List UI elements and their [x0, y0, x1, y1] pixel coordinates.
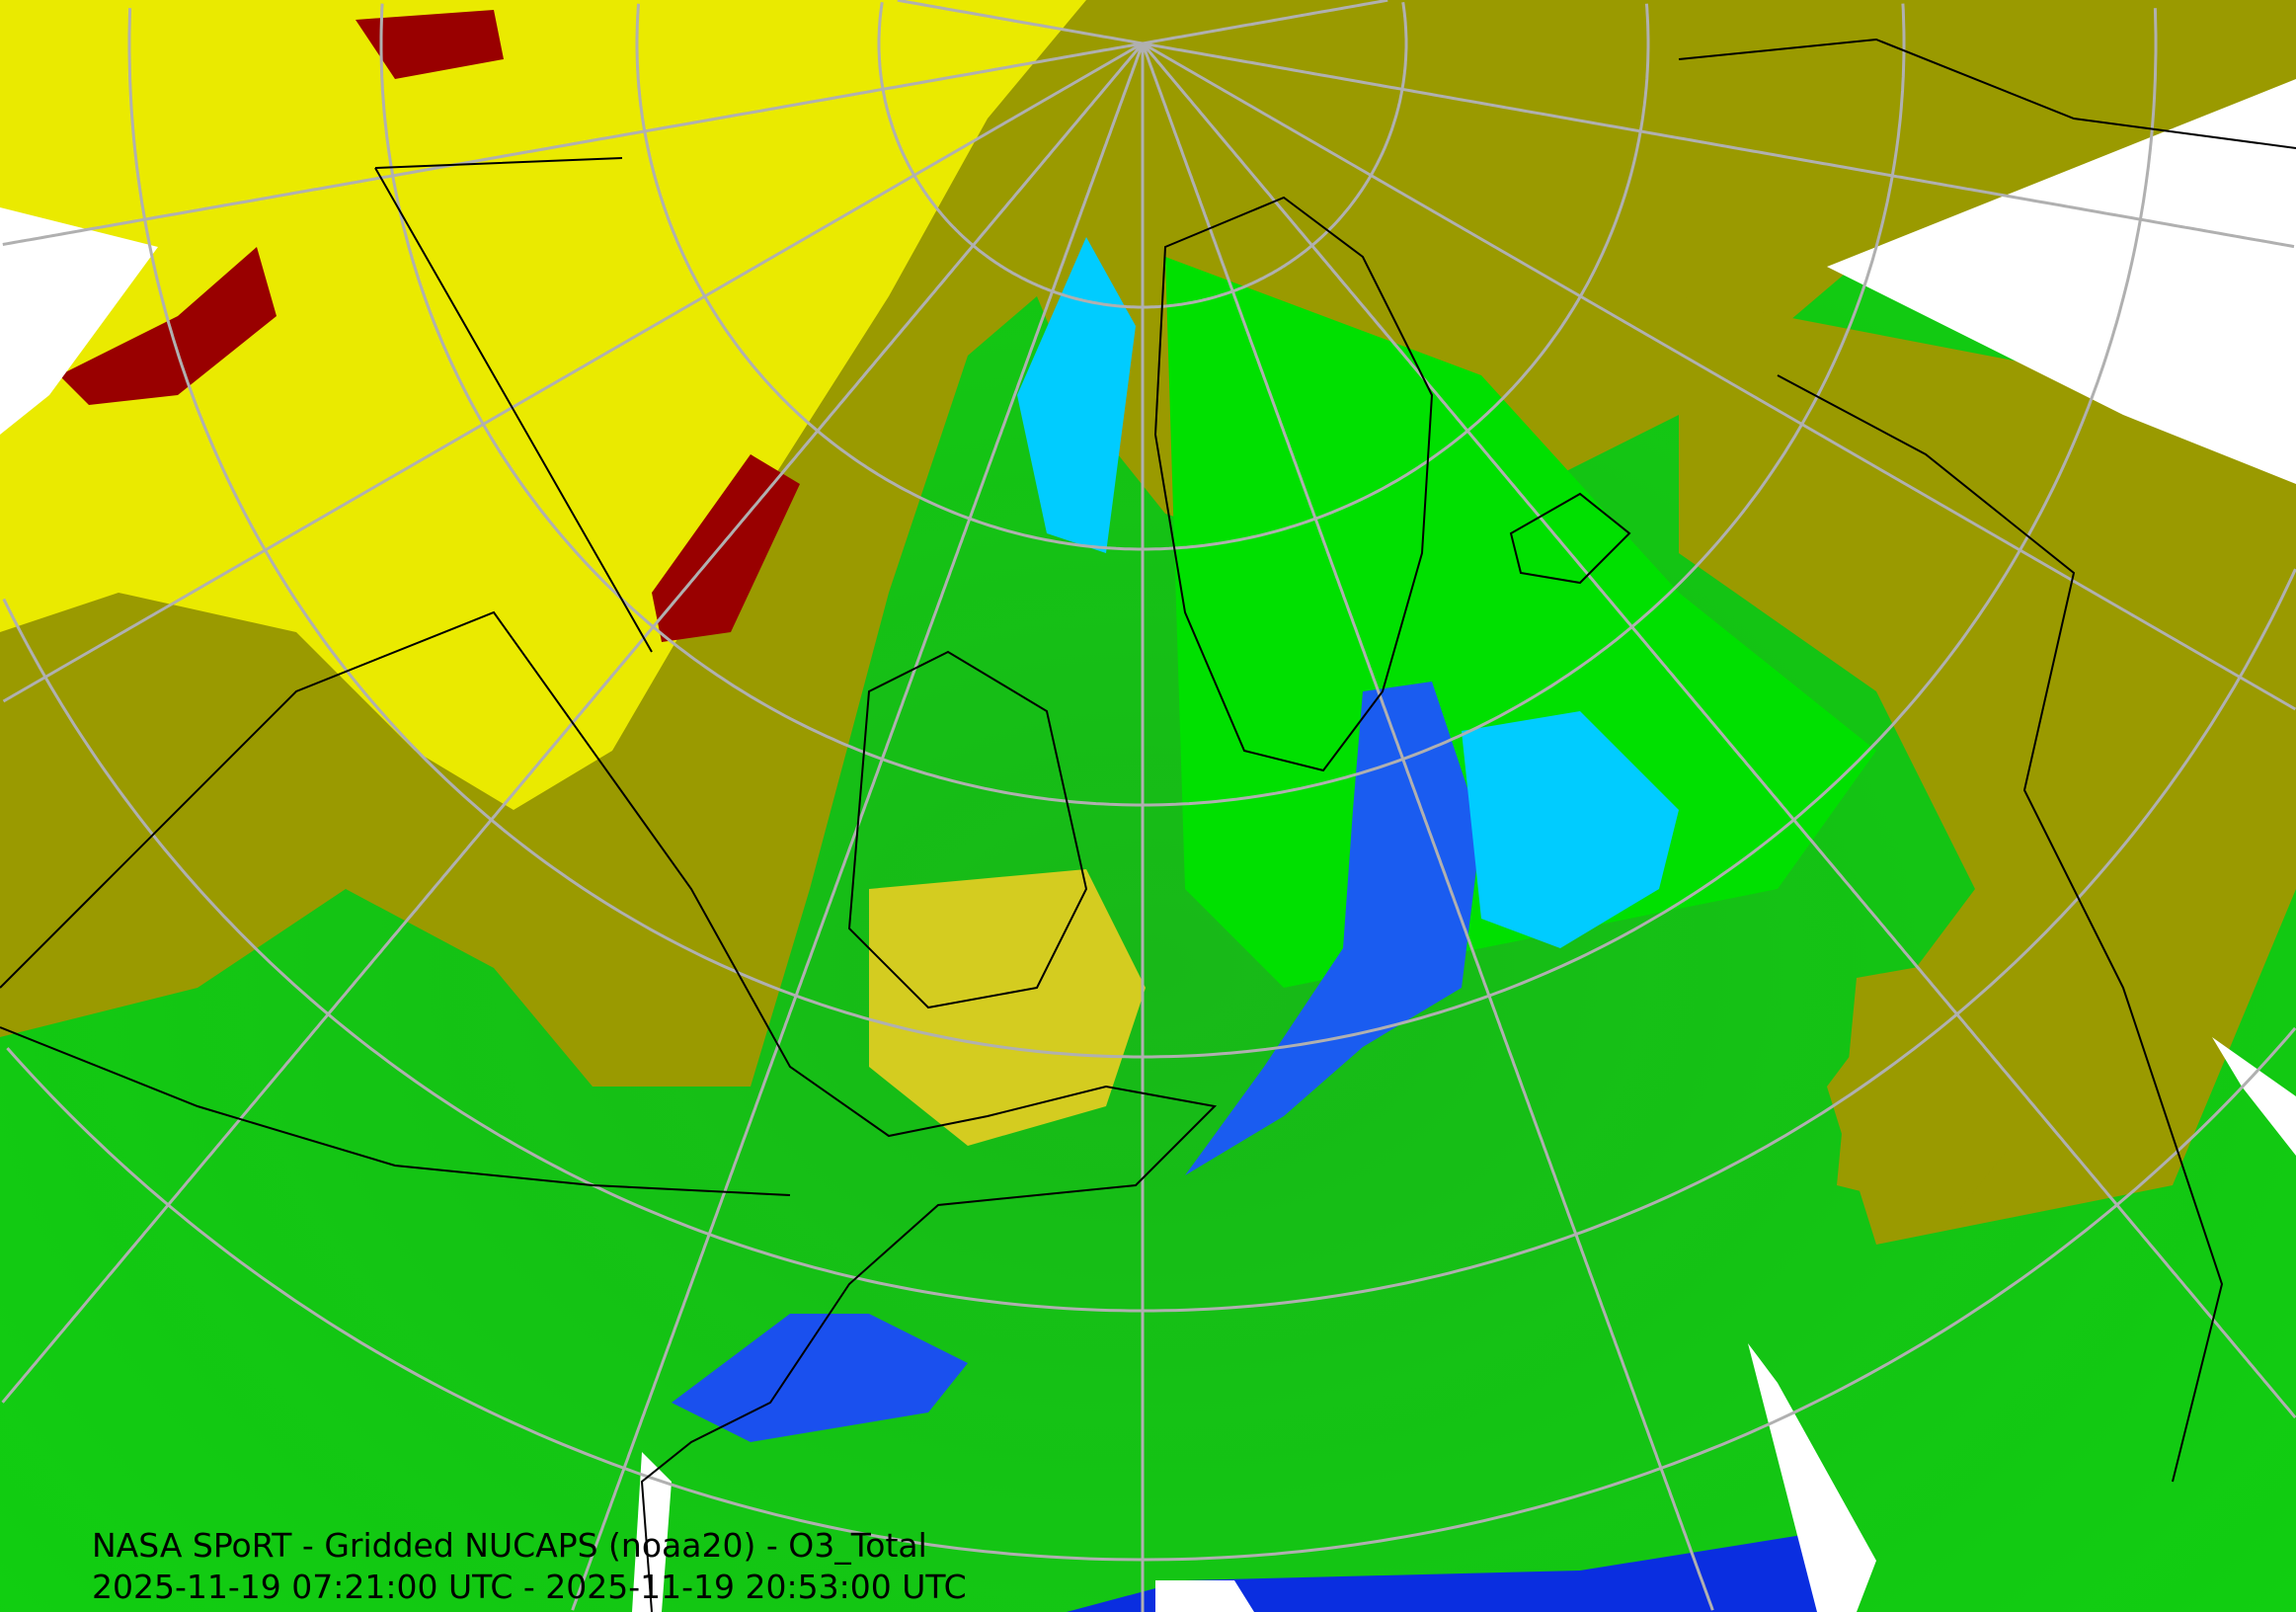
- meridian-line: [1141, 42, 2296, 1419]
- greenland-coast: [1153, 196, 1434, 772]
- latitude-circle: [127, 8, 2158, 1059]
- meridian-line: [1142, 41, 2296, 711]
- meridian-line: [2, 41, 1144, 246]
- meridian-line: [2, 41, 1144, 703]
- blue-region-east-coast: [672, 1314, 968, 1442]
- light-blue-region-baffin: [1017, 237, 1136, 553]
- light-blue-region-atlantic: [1462, 711, 1679, 948]
- dark-red-region-alaska: [59, 247, 277, 405]
- north-america-coast: [0, 610, 1218, 1612]
- europe-coast: [1678, 38, 2296, 1483]
- missing-data-east: [2212, 1037, 2296, 1156]
- latitude-circle: [2, 568, 2296, 1313]
- latitude-circle: [379, 3, 1906, 807]
- yellow-region-quebec: [869, 869, 1146, 1146]
- alaska-border: [374, 157, 653, 653]
- latitude-circle: [1401, 1, 1408, 43]
- us-canada-border: [0, 1026, 791, 1196]
- latitude-circle: [877, 1, 1408, 309]
- latitude-circle: [1901, 3, 1906, 43]
- blue-region-atlantic: [1185, 682, 1481, 1175]
- map-time-range: 2025-11-19 07:21:00 UTC - 2025-11-19 20:…: [92, 1568, 967, 1606]
- dark-red-region-canada: [652, 454, 800, 642]
- olive-region-atlantic: [1837, 948, 2074, 1215]
- bright-green-region: [1165, 257, 1876, 988]
- latitude-circle: [2153, 8, 2158, 43]
- map-title: NASA SPoRT - Gridded NUCAPS (noaa20) - O…: [92, 1526, 927, 1565]
- blue-region-bottom: [1067, 1531, 1857, 1612]
- iceland-coast: [1509, 492, 1631, 585]
- hudson-bay-coast: [847, 650, 1088, 1009]
- meridian-line: [1141, 42, 1714, 1611]
- missing-data-bottom: [1155, 1580, 1254, 1612]
- latitude-circle: [6, 1026, 2296, 1562]
- missing-data-southeast: [1748, 1343, 1876, 1612]
- yellow-region: [0, 0, 1086, 810]
- meridian-line: [1142, 41, 2295, 249]
- meridian-line: [1142, 0, 1388, 45]
- latitude-circle: [635, 3, 1650, 551]
- latitude-circle: [1644, 3, 1650, 43]
- missing-data-northwest: [0, 207, 158, 435]
- dark-red-region-top: [356, 10, 504, 79]
- coastlines: [0, 38, 2296, 1612]
- meridian-line: [897, 0, 1144, 45]
- olive-region-europe: [1679, 296, 2296, 1245]
- missing-data-europe: [1827, 79, 2296, 484]
